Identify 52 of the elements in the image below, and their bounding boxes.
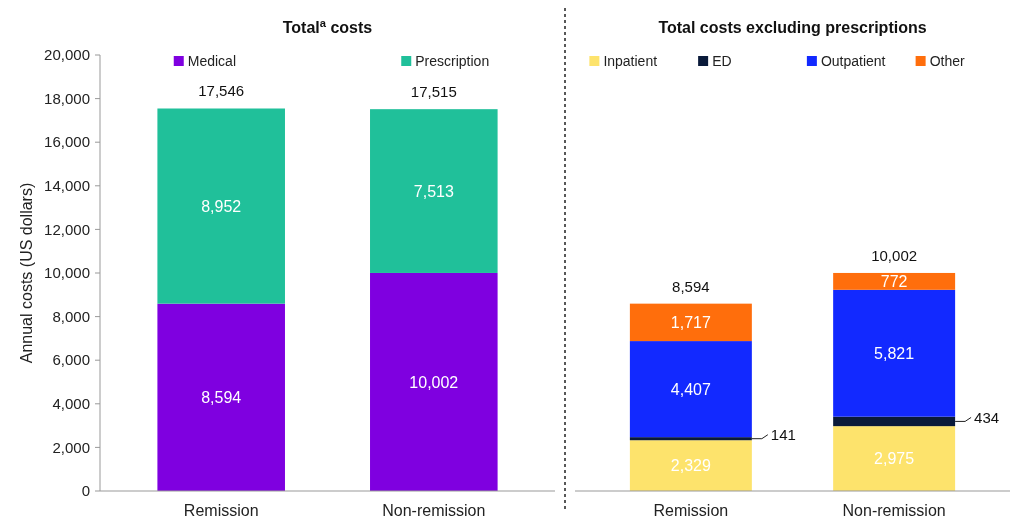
x-tick-label: Non-remission: [842, 502, 946, 519]
y-tick-label: 16,000: [44, 133, 90, 151]
chart-title: Total$^{a}$ costs: [282, 17, 373, 36]
y-tick-label: 12,000: [44, 220, 90, 238]
bar: [833, 289, 956, 417]
y-tick-label: 20,000: [44, 46, 90, 64]
x-tick-label: Remission: [653, 502, 729, 519]
bar: [629, 440, 752, 491]
data-label: 434: [974, 408, 1000, 426]
bar: [157, 108, 285, 304]
total-label: 17,515: [410, 83, 457, 101]
total-label: 10,002: [871, 246, 918, 264]
data-label: 772: [880, 272, 908, 290]
bar: [157, 303, 285, 491]
y-tick-label: 6,000: [52, 351, 90, 369]
bar: [833, 426, 956, 491]
bar: [833, 416, 956, 427]
legend-label: Other: [929, 52, 965, 69]
x-tick-label: Remission: [183, 502, 259, 519]
bar: [370, 272, 498, 491]
total-label: 8,594: [672, 277, 710, 295]
y-tick-label: 8,000: [52, 307, 90, 325]
y-tick-label: 2,000: [52, 438, 90, 456]
data-label: 2,329: [670, 457, 711, 475]
data-label: 4,407: [670, 380, 711, 398]
data-label: 8,952: [201, 197, 242, 215]
legend-label: ED: [712, 52, 732, 69]
data-label: 141: [770, 425, 796, 443]
y-tick-label: 14,000: [44, 177, 90, 195]
y-tick-label: 0: [81, 482, 90, 500]
bar: [833, 272, 956, 290]
legend-label: Medical: [187, 52, 236, 69]
y-axis-title: Annual costs (US dollars): [18, 182, 35, 364]
y-tick-label: 18,000: [44, 89, 90, 107]
legend-label: Prescription: [415, 52, 490, 69]
data-label: 8,594: [201, 388, 242, 406]
legend-label: Outpatient: [820, 52, 886, 69]
data-label: 10,002: [409, 373, 459, 391]
y-tick-label: 10,000: [44, 264, 90, 282]
x-tick-label: Non-remission: [382, 502, 486, 519]
chart-title: Total costs excluding prescriptions: [658, 19, 927, 36]
data-label: 5,821: [874, 344, 915, 362]
bar: [629, 341, 752, 438]
data-label: 1,717: [670, 313, 711, 331]
bar: [629, 303, 752, 342]
legend-label: Inpatient: [603, 52, 658, 69]
data-label: 7,513: [413, 182, 454, 200]
y-tick-label: 4,000: [52, 395, 90, 413]
bar: [370, 109, 498, 273]
data-label: 2,975: [874, 450, 915, 468]
total-label: 17,546: [198, 82, 245, 100]
bar: [629, 437, 752, 441]
